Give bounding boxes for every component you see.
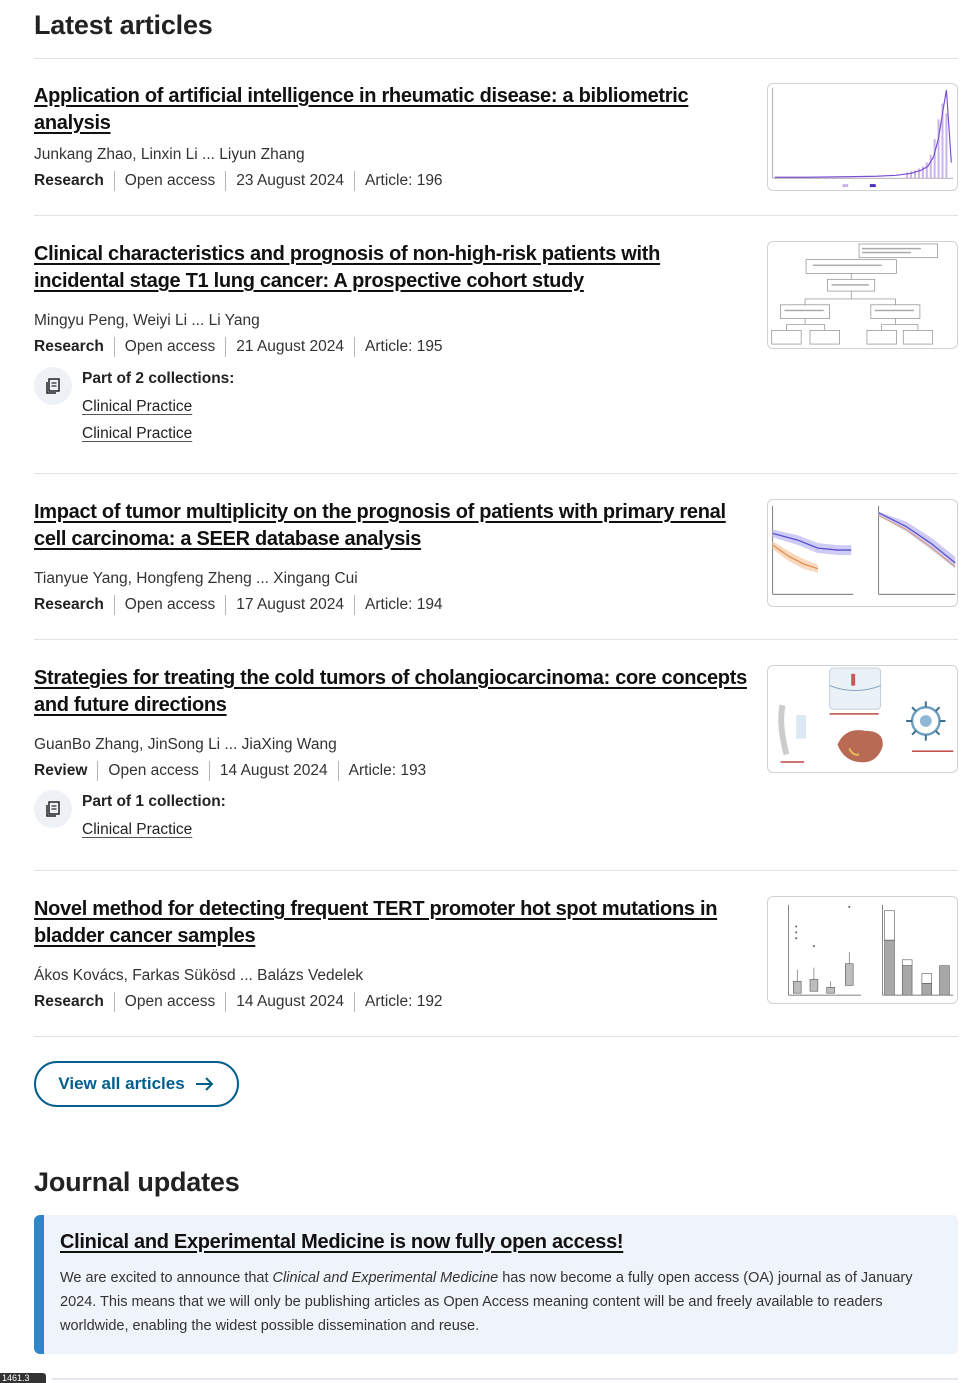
article-thumbnail[interactable] [767,83,958,191]
article-meta: Research Open access 17 August 2024 Arti… [34,595,453,615]
update-body: We are excited to announce that Clinical… [60,1270,913,1334]
survival-curves-icon [772,505,956,595]
article-type: Research [34,596,104,613]
update-title-link[interactable]: Clinical and Experimental Medicine is no… [60,1231,624,1253]
divider [34,473,958,474]
divider [34,215,958,216]
article-meta: Research Open access 14 August 2024 Arti… [34,992,453,1012]
article-access: Open access [113,171,225,191]
article-authors: Tianyue Yang, Hongfeng Zheng ... Xingang… [34,570,358,587]
article-date: 14 August 2024 [225,992,354,1012]
article-date: 23 August 2024 [225,171,354,191]
collection-link[interactable]: Clinical Practice [82,398,193,415]
article-title-link[interactable]: Impact of tumor multiplicity on the prog… [34,501,726,550]
article-type: Research [34,338,104,355]
article-title-link[interactable]: Clinical characteristics and prognosis o… [34,243,661,292]
article-type: Review [34,762,88,779]
journal-updates-heading: Journal updates [34,1167,240,1197]
update-card: Clinical and Experimental Medicine is no… [34,1215,958,1354]
article-number: Article: 192 [354,992,453,1012]
article-thumbnail[interactable] [767,499,958,607]
article-access: Open access [113,992,225,1012]
collection-icon [34,790,72,828]
article-number: Article: 193 [337,761,437,781]
article-title-link[interactable]: Application of artificial intelligence i… [34,85,689,134]
article-access: Open access [97,761,208,781]
divider [34,639,958,640]
article-access: Open access [113,337,225,357]
article-meta: Review Open access 14 August 2024 Articl… [34,761,436,781]
flowchart-icon [771,243,938,345]
collection-icon [34,367,72,405]
article-access: Open access [113,595,225,615]
collection-link[interactable]: Clinical Practice [82,425,193,442]
view-all-articles-button[interactable]: View all articles [34,1061,239,1107]
article-number: Article: 194 [354,595,453,615]
article-authors: Junkang Zhao, Linxin Li ... Liyun Zhang [34,146,305,163]
article-thumbnail[interactable] [767,896,958,1004]
article-title-link[interactable]: Strategies for treating the cold tumors … [34,667,747,716]
article-title-link[interactable]: Novel method for detecting frequent TERT… [34,898,718,947]
divider [34,870,958,871]
illustration-icon [778,667,954,763]
collections-label: Part of 1 collection: [82,793,226,810]
article-meta: Research Open access 21 August 2024 Arti… [34,337,453,357]
arrow-right-icon [195,1077,214,1091]
article-authors: GuanBo Zhang, JinSong Li ... JiaXing Wan… [34,736,337,753]
article-number: Article: 196 [354,171,453,191]
article-authors: Mingyu Peng, Weiyi Li ... Li Yang [34,312,260,329]
divider [34,58,958,59]
article-meta: Research Open access 23 August 2024 Arti… [34,171,453,191]
article-authors: Ákos Kovács, Farkas Sükösd ... Balázs Ve… [34,967,364,984]
view-all-label: View all articles [58,1074,185,1093]
page-chip: 1461.3 [0,1373,46,1383]
box-bar-chart-icon [788,904,954,996]
bar-trend-chart-icon [772,87,954,188]
collections-label: Part of 2 collections: [82,370,235,387]
divider [52,1378,958,1380]
article-date: 17 August 2024 [225,595,354,615]
article-number: Article: 195 [354,337,453,357]
article-thumbnail[interactable] [767,241,958,349]
article-type: Research [34,172,104,189]
divider [34,1036,958,1037]
article-date: 14 August 2024 [208,761,338,781]
article-date: 21 August 2024 [225,337,354,357]
latest-articles-heading: Latest articles [34,10,213,40]
article-type: Research [34,993,104,1010]
collection-link[interactable]: Clinical Practice [82,821,193,838]
article-thumbnail[interactable] [767,665,958,773]
journal-name: Clinical and Experimental Medicine [272,1270,499,1286]
